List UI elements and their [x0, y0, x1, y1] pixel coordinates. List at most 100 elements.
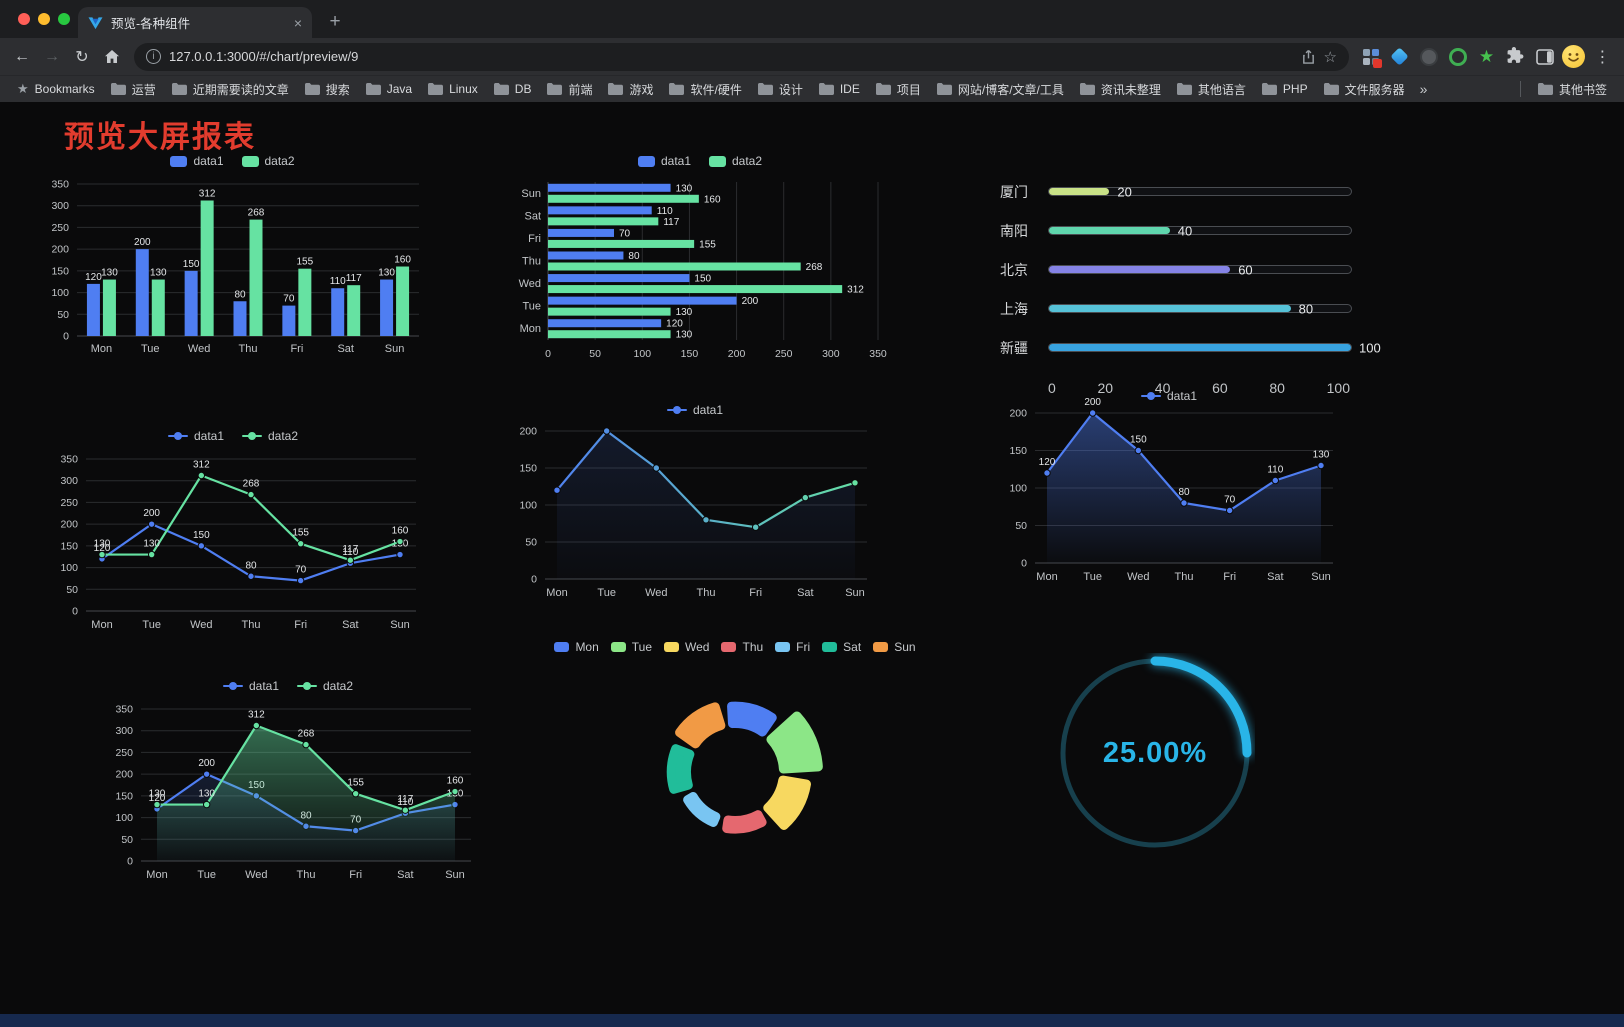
legend-item-data1[interactable]: data1 [222, 679, 279, 693]
zoom-window-button[interactable] [58, 13, 70, 25]
bookmark-folder[interactable]: 搜索 [298, 78, 357, 101]
svg-text:150: 150 [115, 790, 133, 802]
svg-text:Fri: Fri [349, 869, 362, 881]
bookmark-folder[interactable]: 其他语言 [1170, 78, 1253, 101]
site-info-icon[interactable]: i [146, 49, 161, 64]
legend-item-data1[interactable]: data1 [167, 429, 224, 443]
svg-text:250: 250 [115, 747, 133, 759]
svg-text:160: 160 [704, 194, 721, 205]
svg-text:300: 300 [60, 475, 78, 487]
close-window-button[interactable] [18, 13, 30, 25]
bookmark-folder[interactable]: 软件/硬件 [662, 78, 748, 101]
legend-item-data2[interactable]: data2 [297, 679, 353, 693]
bookmark-folder[interactable]: DB [487, 79, 539, 99]
legend-item-Sat[interactable]: Sat [822, 640, 861, 654]
svg-text:Thu: Thu [297, 869, 316, 881]
legend-item-Tue[interactable]: Tue [610, 640, 652, 654]
bookmark-folder[interactable]: IDE [812, 79, 867, 99]
tab-close-icon[interactable]: × [293, 14, 302, 31]
svg-text:155: 155 [297, 257, 314, 268]
capsule-axis: 0 20 40 60 80 100 [1048, 380, 1350, 396]
svg-text:300: 300 [115, 725, 133, 737]
browser-menu-icon[interactable]: ⋮ [1594, 48, 1611, 66]
gradient-line-plot: 0 50 100 150 200 Mon Tue Wed Thu Fri Sat Sun [519, 426, 867, 599]
svg-text:200: 200 [115, 769, 133, 781]
bookmark-folder[interactable]: 设计 [751, 78, 810, 101]
bookmark-star-icon[interactable]: ☆ [1323, 48, 1337, 66]
other-bookmarks-folder[interactable]: 其他书签 [1531, 78, 1614, 101]
legend-item-Mon[interactable]: Mon [554, 640, 599, 654]
bookmarks-folder-root[interactable]: ★ Bookmarks [10, 78, 102, 100]
svg-text:Sat: Sat [1267, 571, 1284, 583]
bookmark-folder[interactable]: 项目 [869, 78, 928, 101]
forward-button[interactable]: → [44, 47, 60, 65]
capsule-row: 南阳 40 [1000, 211, 1352, 250]
svg-text:Fri: Fri [294, 619, 307, 631]
bookmark-folder[interactable]: 前端 [540, 78, 599, 101]
legend-item-Thu[interactable]: Thu [721, 640, 763, 654]
extension-icon-grid[interactable] [1357, 43, 1384, 70]
legend-item-Sun[interactable]: Sun [873, 640, 916, 654]
bookmark-folder[interactable]: 近期需要读的文章 [165, 78, 296, 101]
page-footer-strip [0, 1014, 1624, 1027]
svg-text:Mon: Mon [1036, 571, 1057, 583]
reload-button[interactable]: ↻ [75, 48, 89, 66]
svg-text:350: 350 [51, 179, 69, 191]
address-bar[interactable]: i 127.0.0.1:3000/#/chart/preview/9 ☆ [134, 42, 1349, 71]
extension-icon-star[interactable]: ★ [1478, 46, 1495, 66]
svg-text:50: 50 [525, 537, 537, 549]
bookmark-folder[interactable]: Linux [421, 79, 485, 99]
svg-text:155: 155 [347, 778, 364, 789]
svg-text:0: 0 [1021, 558, 1027, 570]
svg-text:Sun: Sun [845, 587, 865, 599]
legend-item-data1[interactable]: data1 [666, 403, 723, 417]
share-icon[interactable] [1301, 49, 1316, 65]
svg-text:200: 200 [60, 519, 78, 531]
home-button[interactable] [98, 43, 126, 71]
legend-item-data1[interactable]: data1 [637, 154, 691, 168]
svg-text:80: 80 [628, 251, 640, 262]
gauge-plot [1060, 656, 1252, 848]
bookmark-folder[interactable]: 运营 [104, 78, 163, 101]
extension-icon-dark-circle[interactable] [1415, 43, 1442, 70]
legend-item-data2[interactable]: data2 [241, 154, 295, 168]
extension-icon-gem[interactable] [1386, 43, 1413, 70]
bookmarks-overflow-chevron[interactable]: » [1419, 81, 1428, 97]
svg-text:350: 350 [115, 704, 133, 716]
url-text[interactable]: 127.0.0.1:3000/#/chart/preview/9 [169, 49, 359, 64]
extensions-puzzle-icon[interactable] [1502, 43, 1529, 70]
avatar-face-icon [1568, 53, 1579, 62]
legend-item-data1[interactable]: data1 [1140, 389, 1197, 403]
minimize-window-button[interactable] [38, 13, 50, 25]
browser-tab[interactable]: 预览-各种组件 × [78, 7, 312, 38]
bookmark-folder[interactable]: 文件服务器 [1317, 78, 1412, 101]
legend-item-data2[interactable]: data2 [709, 154, 762, 168]
side-panel-icon[interactable] [1531, 43, 1558, 70]
extension-icon-green-circle[interactable] [1444, 43, 1471, 70]
svg-text:110: 110 [397, 797, 413, 808]
svg-text:155: 155 [699, 239, 716, 250]
bookmark-folder[interactable]: 游戏 [601, 78, 660, 101]
svg-text:150: 150 [1009, 445, 1027, 457]
legend-item-Fri[interactable]: Fri [775, 640, 810, 654]
legend-item-data1[interactable]: data1 [170, 154, 224, 168]
bookmark-folder[interactable]: PHP [1255, 79, 1315, 99]
svg-text:130: 130 [101, 268, 118, 279]
profile-avatar[interactable] [1560, 43, 1587, 70]
legend-item-data2[interactable]: data2 [242, 429, 298, 443]
svg-text:70: 70 [295, 565, 307, 576]
line-chart-legend: data1 data2 [38, 429, 428, 443]
svg-text:110: 110 [342, 547, 358, 558]
svg-text:Sat: Sat [797, 587, 814, 599]
back-button[interactable]: ← [14, 47, 30, 65]
svg-text:300: 300 [51, 200, 69, 212]
bookmark-folder[interactable]: 网站/博客/文章/工具 [930, 78, 1071, 101]
svg-text:Wed: Wed [188, 343, 210, 355]
bookmark-folder[interactable]: 资讯未整理 [1073, 78, 1168, 101]
svg-text:120: 120 [85, 272, 102, 283]
new-tab-button[interactable]: + [329, 11, 341, 32]
bookmark-folder[interactable]: Java [359, 79, 419, 99]
folder-icon [1176, 83, 1192, 95]
legend-item-Wed[interactable]: Wed [664, 640, 709, 654]
